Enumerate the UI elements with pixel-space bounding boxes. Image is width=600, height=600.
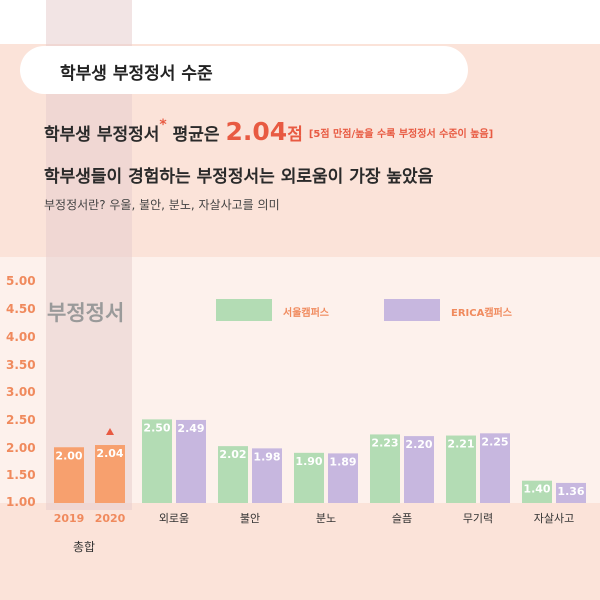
seoul-bar-자살사고 xyxy=(522,480,552,503)
headline-prefix: 학부생 부정정서 xyxy=(44,125,160,145)
x-tick-label: 자살사고 xyxy=(534,512,574,525)
x-tick-label: 외로움 xyxy=(159,512,189,525)
headline-middle: 평균은 xyxy=(166,125,226,145)
description: 부정정서란? 우울, 불안, 분노, 자살사고를 의미 xyxy=(44,198,280,212)
bar-value-label: 2.23 xyxy=(371,436,398,449)
y-tick-label: 2.00 xyxy=(6,441,36,455)
y-tick-label: 5.00 xyxy=(6,274,36,288)
title-pill: 학부생 부정정서 수준 xyxy=(20,46,468,94)
x-tick-label: 슬픔 xyxy=(392,512,412,525)
y-tick-label: 3.00 xyxy=(6,385,36,399)
chart-title: 부정정서 xyxy=(47,301,125,325)
bar-value-label: 1.89 xyxy=(329,455,356,468)
bar-value-label: 2.25 xyxy=(481,435,508,448)
bar-value-label: 2.04 xyxy=(96,447,123,460)
legend-label-seoul: 서울캠퍼스 xyxy=(283,308,329,319)
total-group-label: 총합 xyxy=(73,540,96,554)
subheadline: 학부생들이 경험하는 부정정서는 외로움이 가장 높았음 xyxy=(44,167,434,187)
seoul-bar-슬픔 xyxy=(370,434,400,503)
y-tick-label: 1.00 xyxy=(6,495,36,509)
y-tick-label: 3.50 xyxy=(6,358,36,372)
seoul-bar-외로움 xyxy=(142,419,172,503)
x-tick-label: 2020 xyxy=(95,512,126,525)
erica-bar-분노 xyxy=(328,453,358,503)
x-tick-label: 무기력 xyxy=(463,512,493,525)
total-bar-2019 xyxy=(54,447,84,503)
headline-note: [5점 만점/높을 수록 부정정서 수준이 높음] xyxy=(308,129,494,140)
total-bar-2020 xyxy=(95,445,125,503)
bar-value-label: 1.90 xyxy=(295,455,322,468)
bar-value-label: 2.00 xyxy=(55,449,82,462)
bar-value-label: 2.20 xyxy=(405,438,432,451)
bar-value-label: 1.98 xyxy=(253,450,280,463)
trend-up-icon xyxy=(106,428,114,436)
legend-label-erica: ERICA캠퍼스 xyxy=(451,308,512,319)
y-tick-label: 4.00 xyxy=(6,330,36,344)
headline: 학부생 부정정서* 평균은 2.04점 [5점 만점/높을 수록 부정정서 수준이… xyxy=(44,117,493,146)
erica-bar-무기력 xyxy=(480,433,510,503)
x-tick-label: 2019 xyxy=(54,512,85,525)
y-tick-label: 4.50 xyxy=(6,302,36,316)
bar-value-label: 2.21 xyxy=(447,438,474,451)
legend-swatch-seoul xyxy=(216,299,272,321)
headline-star: * xyxy=(159,117,167,133)
erica-bar-외로움 xyxy=(176,419,206,503)
seoul-bar-무기력 xyxy=(446,435,476,503)
x-tick-label: 분노 xyxy=(316,512,336,525)
erica-bar-슬픔 xyxy=(404,436,434,503)
erica-bar-자살사고 xyxy=(556,482,586,503)
bar-value-label: 2.02 xyxy=(219,448,246,461)
headline-value: 2.04 xyxy=(225,117,288,146)
bar-value-label: 1.36 xyxy=(557,485,584,498)
bar-value-label: 2.49 xyxy=(177,422,204,435)
bar-value-label: 1.40 xyxy=(523,483,550,496)
page-title: 학부생 부정정서 수준 xyxy=(60,64,213,84)
y-tick-label: 2.50 xyxy=(6,413,36,427)
legend-swatch-erica xyxy=(384,299,440,321)
erica-bar-불안 xyxy=(252,448,282,503)
headline-unit: 점 xyxy=(287,125,303,145)
seoul-bar-분노 xyxy=(294,452,324,503)
bar-value-label: 2.50 xyxy=(143,421,170,434)
seoul-bar-불안 xyxy=(218,446,248,503)
y-tick-label: 1.50 xyxy=(6,468,36,482)
axis-band-background xyxy=(0,503,600,600)
x-tick-label: 불안 xyxy=(240,512,260,525)
